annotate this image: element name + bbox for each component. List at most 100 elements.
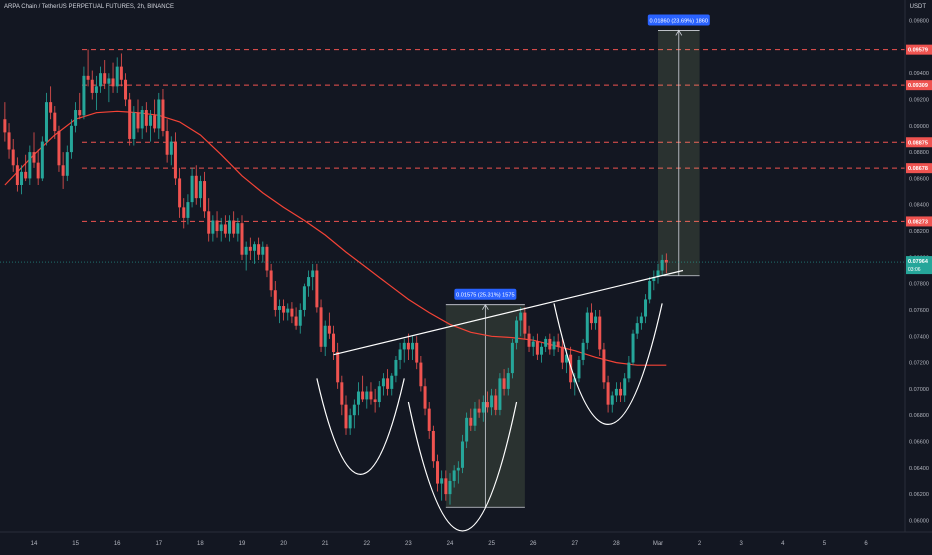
time-tick-5: 19 <box>239 541 246 547</box>
price-tick-13: 0.07200 <box>909 361 929 367</box>
candle-body-156 <box>652 277 656 282</box>
candle-body-122 <box>510 342 514 374</box>
candle-body-108 <box>452 470 456 481</box>
candle-body-87 <box>365 391 369 400</box>
candle-body-137 <box>573 378 577 383</box>
candle-body-104 <box>436 461 440 484</box>
level-tag-0: 0.09579 <box>908 48 928 54</box>
time-tick-18: 4 <box>781 541 785 547</box>
candle-body-131 <box>548 338 552 350</box>
candle-body-157 <box>656 270 660 278</box>
pattern-curve-0 <box>316 378 405 475</box>
candle-body-69 <box>290 308 294 317</box>
candle-body-120 <box>502 378 506 389</box>
candle-body-135 <box>564 354 568 363</box>
time-tick-13: 27 <box>571 541 578 547</box>
measure-boxes: 0.01575 (25.31%) 1575 0.01860 (23.69%) 18… <box>445 14 710 508</box>
candle-body-20 <box>86 75 90 80</box>
candle-body-83 <box>348 415 352 429</box>
candles <box>3 49 668 505</box>
candle-body-44 <box>186 202 190 218</box>
level-tag-2: 0.08875 <box>908 140 928 146</box>
price-tick-5: 0.08800 <box>909 150 929 156</box>
candle-body-26 <box>111 78 115 87</box>
candle-body-50 <box>211 220 215 234</box>
candle-body-59 <box>248 246 252 251</box>
candle-body-90 <box>377 386 381 403</box>
time-tick-15: Mar <box>653 541 663 547</box>
current-price-tag: 0.07964 <box>908 259 929 265</box>
candle-body-110 <box>460 441 464 468</box>
candle-body-33 <box>140 110 144 129</box>
measure-label-0: 0.01575 (25.31%) 1575 <box>456 293 514 299</box>
candle-body-107 <box>448 480 452 495</box>
candle-body-14 <box>61 165 65 176</box>
candle-body-119 <box>498 378 502 410</box>
candle-body-28 <box>119 66 123 80</box>
price-tick-14: 0.07000 <box>909 387 929 393</box>
level-tag-bg-1 <box>906 80 932 91</box>
candle-body-23 <box>99 73 103 87</box>
candle-body-60 <box>252 244 256 251</box>
candle-body-134 <box>560 346 564 363</box>
candle-body-121 <box>506 373 510 389</box>
time-tick-8: 22 <box>363 541 370 547</box>
candle-body-130 <box>544 338 548 347</box>
candle-body-43 <box>182 207 186 218</box>
candle-body-139 <box>581 342 585 360</box>
candle-body-70 <box>294 316 298 326</box>
candle-body-128 <box>535 341 539 355</box>
horizontal-levels <box>82 49 905 222</box>
candle-body-79 <box>332 333 336 353</box>
candle-body-53 <box>223 224 227 234</box>
candle-body-9 <box>40 141 44 179</box>
candle-body-30 <box>128 99 132 139</box>
candle-body-145 <box>606 382 610 405</box>
candle-body-25 <box>107 78 111 84</box>
price-axis[interactable]: 0.098000.096000.094000.092000.090000.088… <box>904 0 932 550</box>
candle-body-71 <box>298 309 302 326</box>
price-tick-12: 0.07400 <box>909 334 929 340</box>
candle-body-95 <box>398 349 402 360</box>
candle-body-10 <box>44 102 48 142</box>
time-tick-16: 2 <box>698 541 702 547</box>
candle-body-99 <box>415 342 419 363</box>
candle-body-41 <box>173 141 177 179</box>
candle-body-75 <box>315 270 319 308</box>
candle-body-55 <box>232 220 236 234</box>
candle-body-24 <box>103 73 107 84</box>
price-tick-17: 0.06400 <box>909 466 929 472</box>
candle-body-61 <box>257 244 261 255</box>
price-tick-10: 0.07800 <box>909 282 929 288</box>
measure-label-bg-1 <box>647 14 710 26</box>
candle-body-100 <box>419 362 423 387</box>
candle-body-155 <box>648 281 652 300</box>
candle-body-148 <box>619 388 623 396</box>
candle-body-91 <box>381 378 385 387</box>
price-tick-3: 0.09200 <box>909 98 929 104</box>
candle-body-94 <box>394 359 398 376</box>
candle-body-112 <box>469 417 473 426</box>
candle-body-111 <box>465 417 469 442</box>
candle-body-36 <box>153 115 157 129</box>
level-tag-1: 0.09309 <box>908 83 928 89</box>
candle-body-21 <box>90 79 94 93</box>
candle-body-81 <box>340 382 344 405</box>
time-tick-12: 26 <box>530 541 537 547</box>
candle-body-3 <box>15 165 19 185</box>
candle-body-64 <box>269 270 273 291</box>
candle-body-102 <box>427 408 431 431</box>
price-tick-16: 0.06600 <box>909 440 929 446</box>
candle-body-13 <box>57 131 61 166</box>
candle-body-98 <box>411 342 415 350</box>
candle-body-16 <box>69 125 73 153</box>
time-axis[interactable]: 14 15 16 17 18 19 20 21 22 23 24 25 26 27 28 Mar 2 3 4 5 6 <box>0 531 932 547</box>
measure-label-1: 0.01860 (23.69%) 1860 <box>650 18 708 24</box>
time-tick-9: 23 <box>405 541 412 547</box>
candle-body-8 <box>36 162 40 179</box>
time-tick-4: 18 <box>197 541 204 547</box>
currency-selector[interactable]: USDT <box>909 4 926 10</box>
level-tag-bg-2 <box>906 137 932 148</box>
